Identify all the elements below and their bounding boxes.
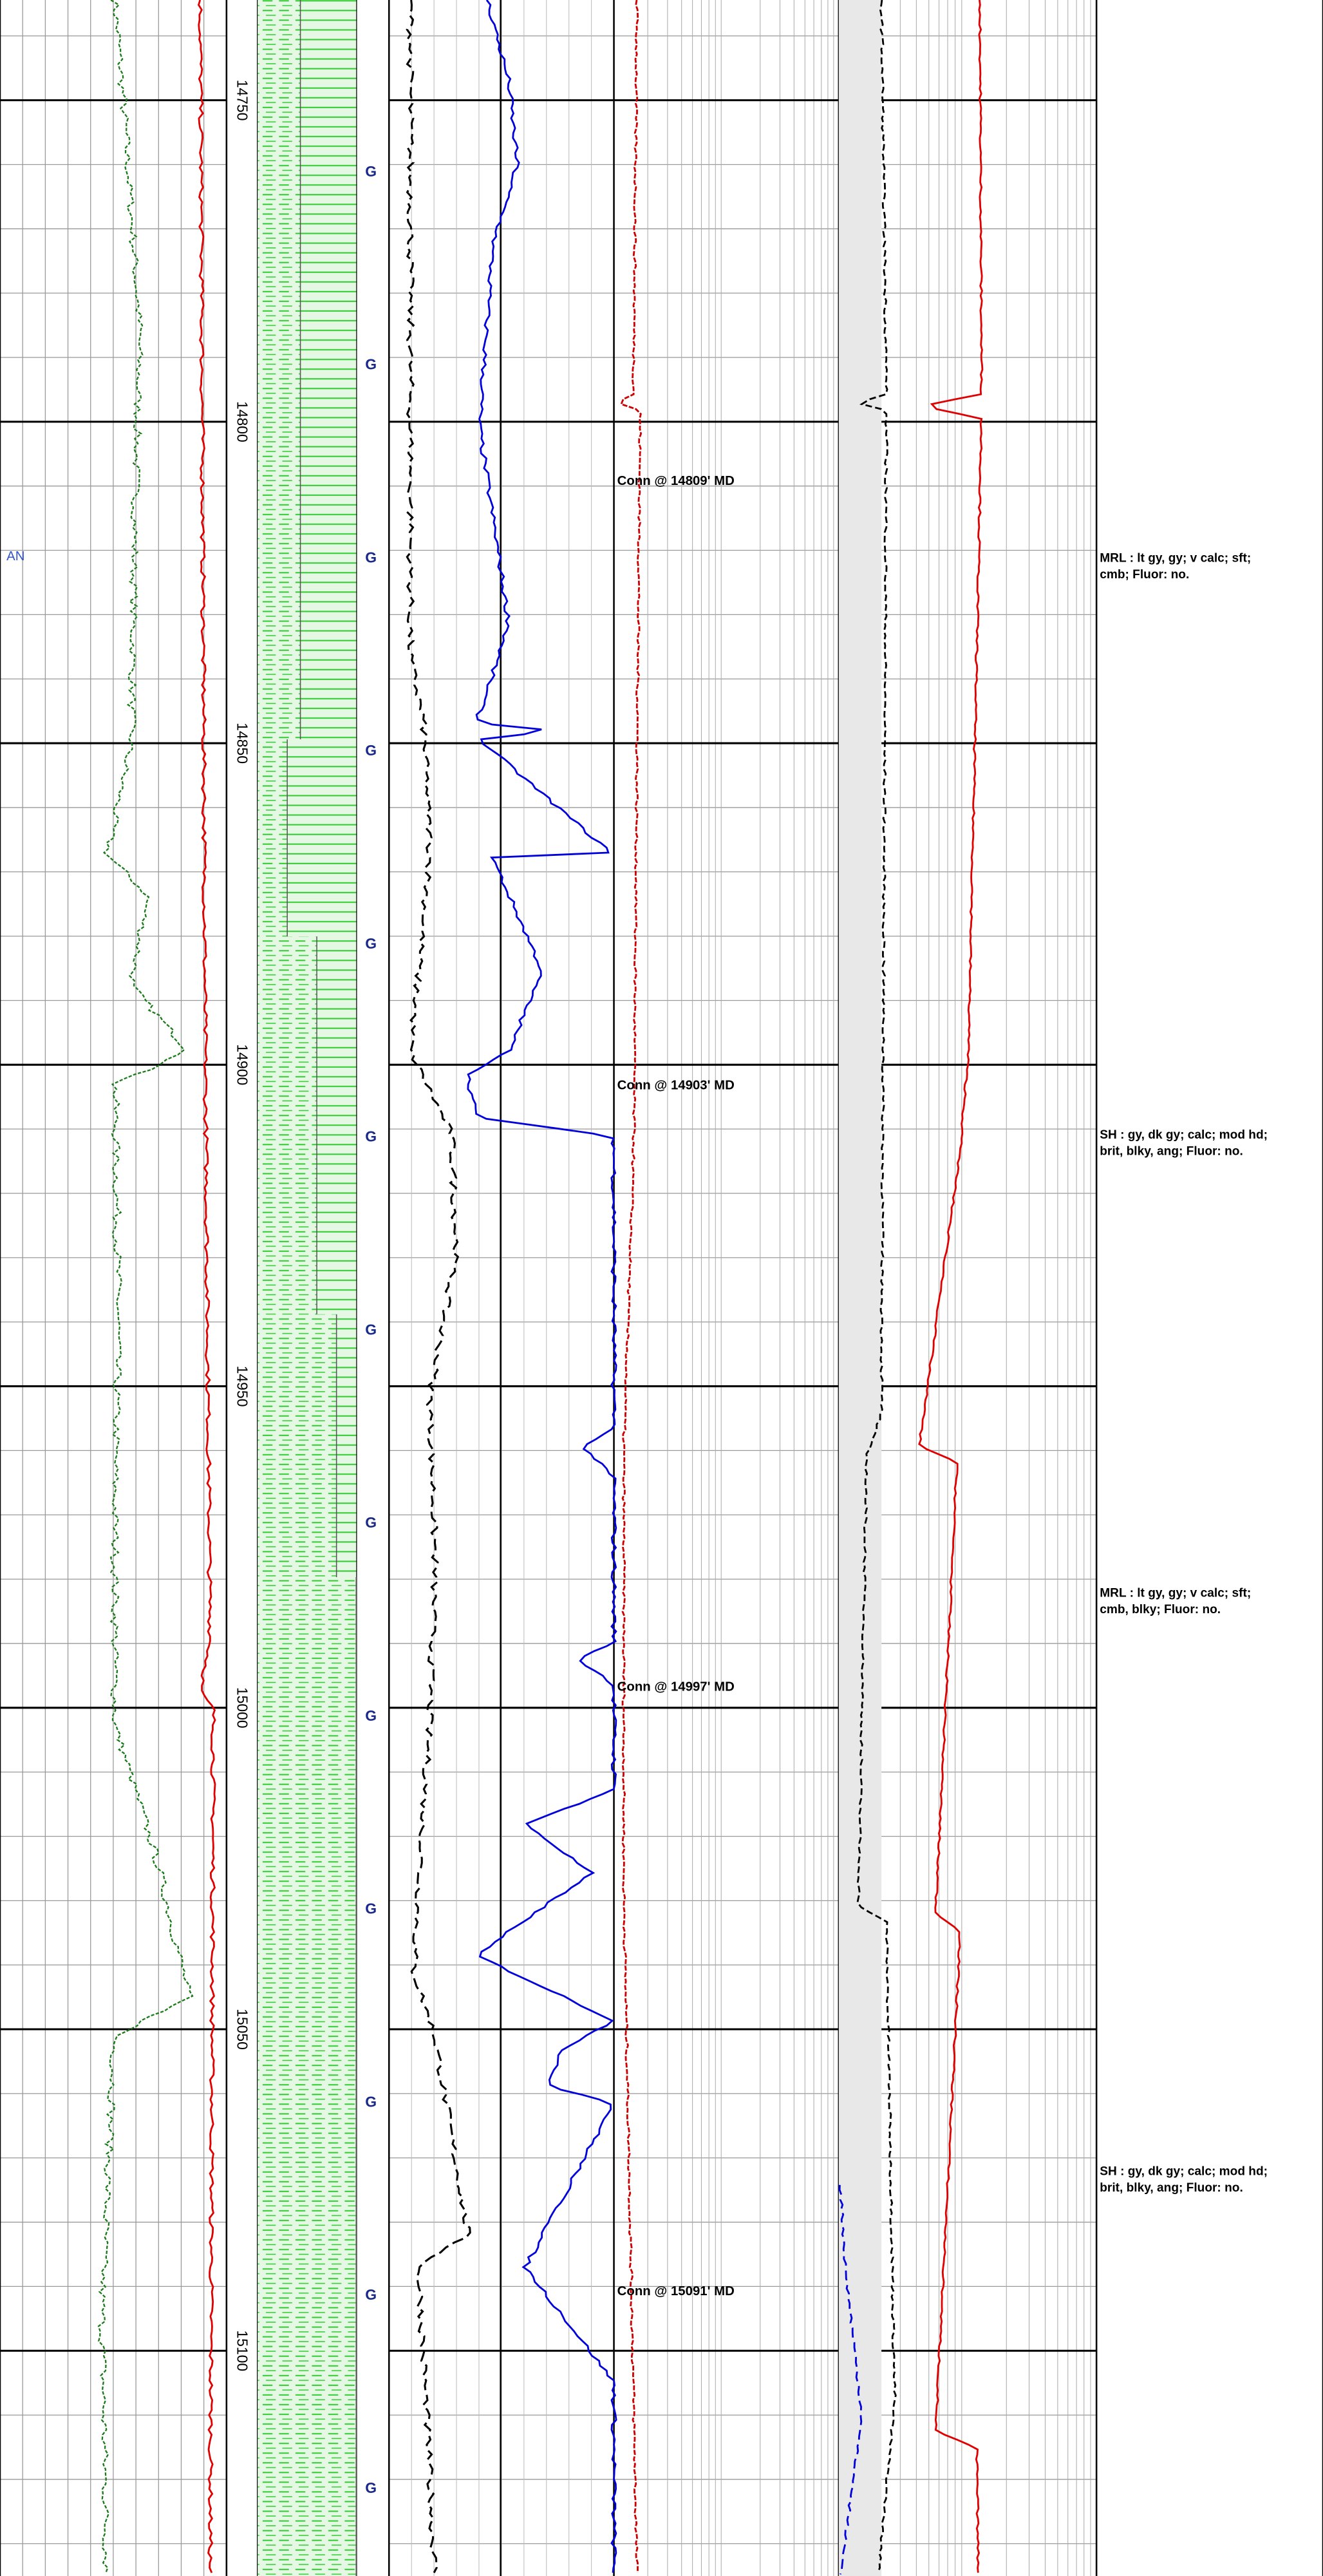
connection-label: Conn @ 15091' MD [617,2284,735,2298]
lithology-description: MRL : lt gy, gy; v calc; sft; [1100,1587,1251,1600]
left-label: AN [6,549,24,564]
shale [258,0,301,739]
shale [258,936,317,1314]
depth-label: 15000 [234,1687,251,1728]
gas-marker: G [365,549,377,565]
depth-label: 15100 [234,2330,251,2371]
lithology-column [258,0,357,2576]
gas-marker: G [365,1900,377,1917]
gas-marker: G [365,1707,377,1724]
log-curve [620,0,643,2573]
log-curve [918,0,984,2573]
gas-marker: G [365,1514,377,1531]
lithology-description: cmb; Fluor: no. [1100,568,1189,582]
gas-marker: G [365,935,377,952]
lithology-description: SH : gy, dk gy; calc; mod hd; [1100,2164,1268,2178]
connection-label: Conn @ 14997' MD [617,1680,735,1694]
depth-label: 14750 [234,80,251,121]
lithology-description: brit, blky, ang; Fluor: no. [1100,2181,1243,2195]
depth-label: 14950 [234,1366,251,1407]
gas-marker: G [365,2286,377,2303]
gas-marker: G [365,356,377,373]
gas-marker: G [365,163,377,180]
depth-label: 14800 [234,401,251,442]
depth-label: 15050 [234,2009,251,2050]
depth-label: 14850 [234,723,251,764]
connection-label: Conn @ 14903' MD [617,1079,735,1093]
log-curve [197,0,216,2573]
shale [258,1314,337,1577]
lithology-description: MRL : lt gy, gy; v calc; sft; [1100,551,1251,565]
shale [258,1577,357,2576]
lithology-description: brit, blky, ang; Fluor: no. [1100,1144,1243,1158]
shade [838,0,882,2576]
depth-label: 14900 [234,1044,251,1085]
log-curves [97,0,984,2576]
lithology-description: cmb, blky; Fluor: no. [1100,1603,1221,1616]
shale [258,739,288,937]
labels: 14750 14800 14850 14900 14950 15000 15050 15100… [6,80,1268,2496]
gas-marker: G [365,1128,377,1145]
lithology-description: SH : gy, dk gy; calc; mod hd; [1100,1128,1268,1142]
gas-marker: G [365,2479,377,2496]
gas-marker: G [365,2093,377,2110]
connection-label: Conn @ 14809' MD [617,474,735,488]
gas-marker: G [365,742,377,759]
log-curve [406,0,471,2573]
log-curve [856,0,897,2573]
gas-marker: G [365,1321,377,1338]
log-curve [838,2184,863,2575]
log-curve [467,0,617,2573]
log-curve [97,0,194,2573]
